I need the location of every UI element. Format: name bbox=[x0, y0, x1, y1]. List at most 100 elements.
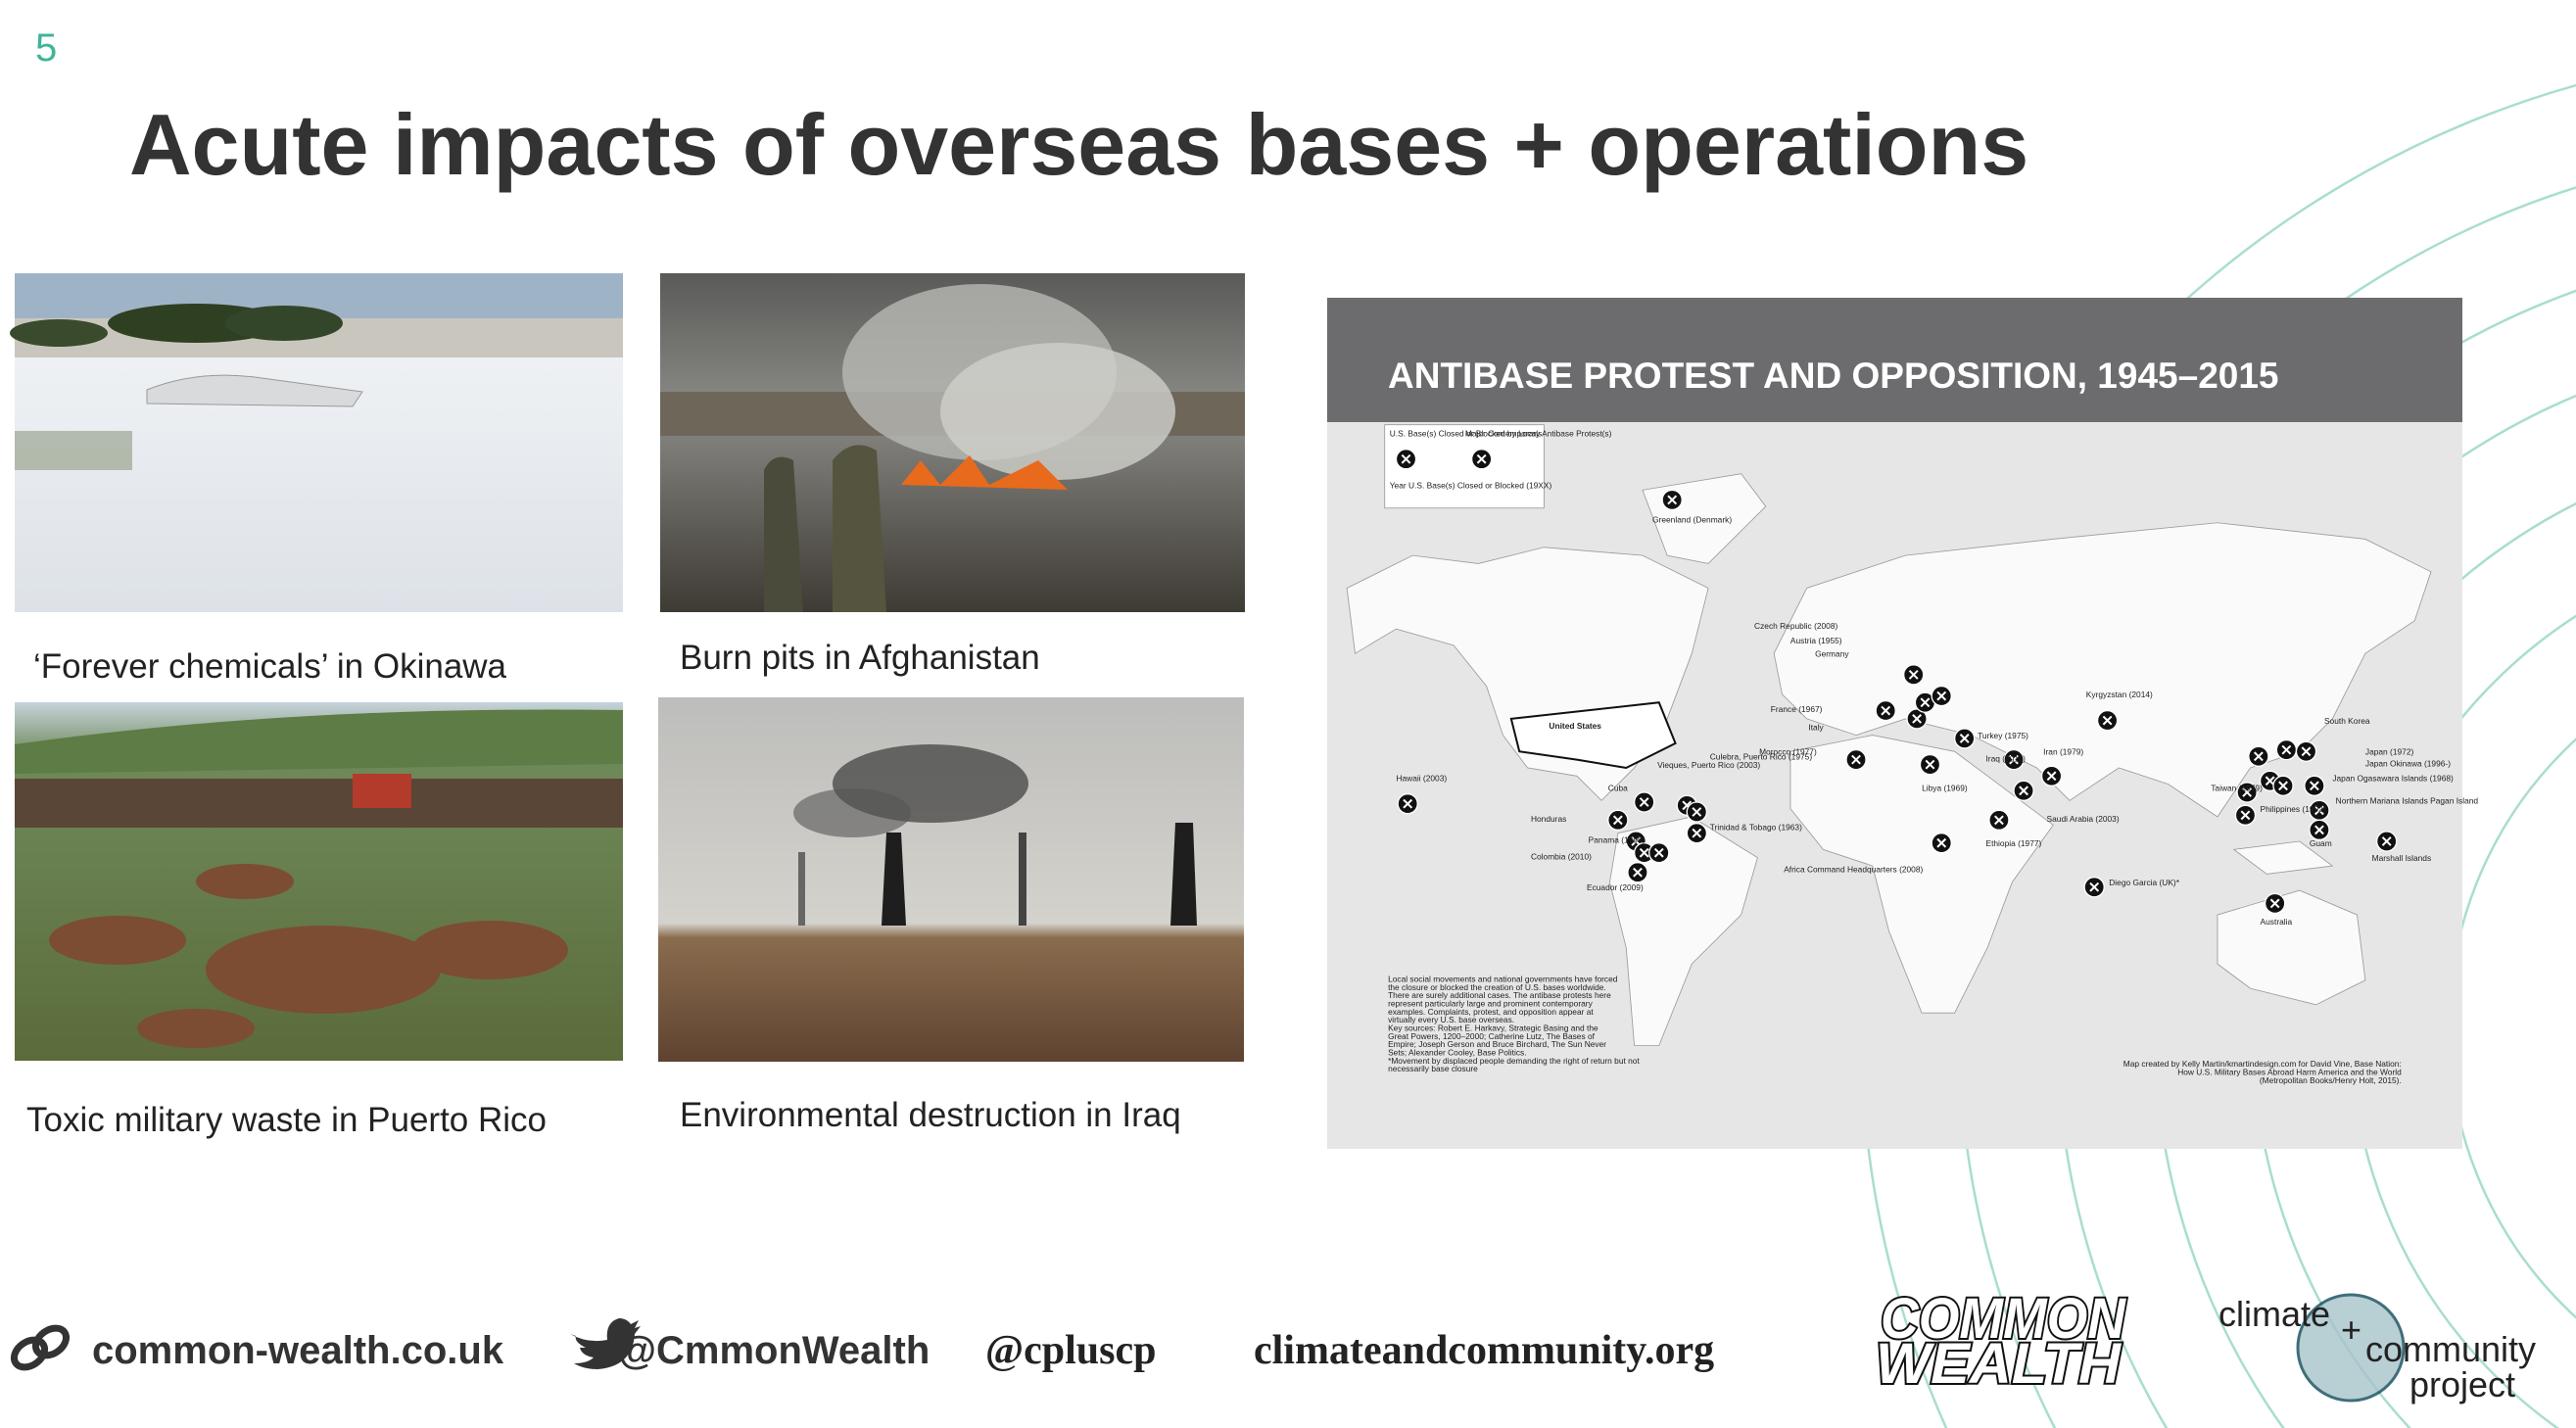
map-marker-x bbox=[1936, 837, 1947, 848]
continents bbox=[1346, 473, 2432, 1046]
map-label: Colombia (2010) bbox=[1531, 851, 1592, 861]
map-marker-x bbox=[2381, 836, 2392, 846]
map-label: Honduras bbox=[1531, 814, 1566, 824]
map-label: Philippines (1992) bbox=[2261, 804, 2326, 814]
map-marker-x bbox=[2242, 787, 2253, 797]
logo-text: + bbox=[2341, 1309, 2361, 1350]
map-marker-x bbox=[2253, 751, 2264, 762]
photo-okinawa bbox=[10, 273, 623, 612]
logo-text: community bbox=[2365, 1329, 2536, 1369]
map-marker-x bbox=[2309, 781, 2319, 791]
map-marker-x bbox=[1633, 867, 1643, 878]
map-label: Libya (1969) bbox=[1922, 783, 1968, 792]
map-credit: How U.S. Military Bases Abroad Harm Amer… bbox=[2177, 1068, 2402, 1077]
map-label: France (1967) bbox=[1771, 704, 1823, 714]
map-marker-x bbox=[2089, 881, 2100, 892]
photo-iraq bbox=[658, 697, 1244, 1062]
map-marker-x bbox=[1403, 798, 1413, 809]
map-label: Diego Garcia (UK)* bbox=[2109, 878, 2179, 887]
map-label: Iraq (2011) bbox=[1985, 753, 2026, 763]
map-marker-x bbox=[1881, 705, 1891, 716]
map-marker-x bbox=[2265, 776, 2275, 786]
map-marker-x bbox=[2301, 746, 2312, 757]
map-label: Africa Command Headquarters (2008) bbox=[1784, 865, 1923, 875]
map-marker-x bbox=[2102, 715, 2113, 726]
map-label: Iran (1979) bbox=[2043, 747, 2083, 757]
map-label: Marshall Islands bbox=[2372, 853, 2432, 863]
map-label: Germany bbox=[1815, 649, 1849, 659]
map-marker-x bbox=[2278, 781, 2288, 791]
map-label: Ethiopia (1977) bbox=[1985, 838, 2041, 848]
map-marker-x bbox=[1612, 815, 1623, 826]
map-credit: (Metropolitan Books/Henry Holt, 2015). bbox=[2260, 1075, 2402, 1085]
map-label: Greenland (Denmark) bbox=[1652, 515, 1732, 525]
map-label: Czech Republic (2008) bbox=[1754, 621, 1837, 631]
link-icon bbox=[10, 1324, 71, 1371]
photo-burn-pit bbox=[660, 273, 1245, 612]
map-label: Culebra, Puerto Rico (1975) bbox=[1710, 752, 1813, 762]
map-note: represent particularly large and promine… bbox=[1388, 999, 1594, 1009]
map-marker-x bbox=[1401, 453, 1411, 464]
caption: Burn pits in Afghanistan bbox=[680, 639, 1040, 677]
map-marker-x bbox=[2046, 771, 2057, 782]
caption: Environmental destruction in Iraq bbox=[680, 1096, 1181, 1134]
map-label: Kyrgyzstan (2014) bbox=[2086, 690, 2153, 699]
map-marker-x bbox=[1653, 847, 1664, 858]
map-label: Austria (1955) bbox=[1790, 636, 1842, 645]
map-marker-x bbox=[1925, 759, 1935, 770]
map-marker-x bbox=[1667, 495, 1678, 505]
cplus-logo: climate + community project bbox=[2218, 1293, 2536, 1404]
map-marker-x bbox=[1912, 714, 1922, 724]
map-marker-x bbox=[2009, 754, 2019, 765]
twitter-handle[interactable]: @CmmonWealth bbox=[618, 1329, 930, 1372]
map-label: Cuba bbox=[1608, 783, 1628, 792]
map-marker-x bbox=[2019, 785, 2028, 796]
map-label: Japan (1972) bbox=[2365, 747, 2414, 757]
map-label: South Korea bbox=[2324, 716, 2370, 726]
map-marker-x bbox=[1920, 697, 1931, 708]
map-note: the closure or blocked the creation of U… bbox=[1388, 982, 1606, 992]
map-marker-x bbox=[1851, 754, 1861, 765]
legend-text: Year U.S. Base(s) Closed or Blocked (19X… bbox=[1390, 481, 1552, 491]
map-label: Guam bbox=[2310, 838, 2332, 848]
twitter-icon bbox=[570, 1318, 641, 1369]
map-marker-x bbox=[1476, 453, 1487, 464]
map-body: U.S. Base(s) Closed or Blocked by Locals… bbox=[1346, 424, 2479, 1085]
handle[interactable]: @cpluscp bbox=[985, 1328, 1156, 1373]
map-marker-x bbox=[2240, 810, 2251, 821]
logo-text: COMMON bbox=[1881, 1287, 2126, 1351]
map-label: Trinidad & Tobago (1963) bbox=[1710, 822, 1802, 832]
map-note: There are surely additional cases. The a… bbox=[1388, 990, 1611, 1000]
map-title: ANTIBASE PROTEST AND OPPOSITION, 1945–20… bbox=[1388, 356, 2279, 396]
map-marker-x bbox=[1994, 815, 2004, 826]
legend-text: U.S. Base(s) Closed or Blocked by Locals bbox=[1390, 428, 1543, 438]
map-label: Japan Ogasawara Islands (1968) bbox=[2332, 773, 2454, 783]
photo-waste bbox=[15, 702, 623, 1061]
map-label: Morocco (1977) bbox=[1759, 747, 1817, 757]
map-marker-x bbox=[1692, 828, 1702, 838]
map-note: Key sources: Robert E. Harkavy, Strategi… bbox=[1388, 1023, 1598, 1033]
map-note: *Movement by displaced people demanding … bbox=[1388, 1056, 1640, 1066]
map-marker-x bbox=[2314, 825, 2324, 835]
map-label: Vieques, Puerto Rico (2003) bbox=[1657, 760, 1760, 770]
map-marker-x bbox=[2281, 744, 2292, 755]
website[interactable]: climateandcommunity.org bbox=[1254, 1328, 1714, 1373]
map-label: Turkey (1975) bbox=[1978, 731, 2028, 740]
map-label: Saudi Arabia (2003) bbox=[2047, 814, 2120, 824]
map-note: virtually every U.S. base overseas. bbox=[1388, 1015, 1514, 1024]
logo-text: WEALTH bbox=[1876, 1332, 2122, 1396]
map-marker-x bbox=[1959, 734, 1970, 743]
map-marker-x bbox=[1908, 670, 1919, 680]
map-label: Taiwan (1979) bbox=[2211, 783, 2263, 792]
map-marker-x bbox=[2269, 898, 2280, 909]
map-note: Empire; Joseph Gerson and Bruce Birchard… bbox=[1388, 1039, 1606, 1049]
logo-text: project bbox=[2409, 1364, 2515, 1404]
slide-title: Acute impacts of overseas bases + operat… bbox=[129, 96, 2028, 193]
map-label: Japan Okinawa (1996-) bbox=[2365, 758, 2451, 768]
map-label: Northern Mariana Islands Pagan Island bbox=[2336, 796, 2479, 806]
slide-number: 5 bbox=[35, 26, 57, 70]
caption: Toxic military waste in Puerto Rico bbox=[26, 1101, 547, 1139]
website[interactable]: common-wealth.co.uk bbox=[92, 1329, 504, 1372]
map-note: necessarily base closure bbox=[1388, 1064, 1478, 1073]
